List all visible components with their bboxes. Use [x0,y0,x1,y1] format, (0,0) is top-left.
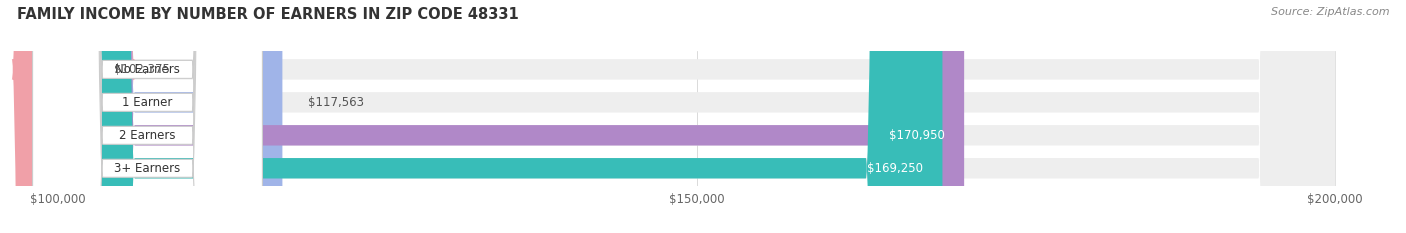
FancyBboxPatch shape [32,0,263,233]
FancyBboxPatch shape [58,0,1336,233]
Text: $169,250: $169,250 [868,162,924,175]
FancyBboxPatch shape [58,0,965,233]
Text: Source: ZipAtlas.com: Source: ZipAtlas.com [1271,7,1389,17]
Text: 1 Earner: 1 Earner [122,96,173,109]
FancyBboxPatch shape [11,0,135,233]
Text: $102,375: $102,375 [114,63,170,76]
FancyBboxPatch shape [58,0,1336,233]
FancyBboxPatch shape [58,0,1336,233]
FancyBboxPatch shape [58,0,283,233]
FancyBboxPatch shape [58,0,942,233]
FancyBboxPatch shape [32,0,263,233]
Text: 2 Earners: 2 Earners [120,129,176,142]
Text: FAMILY INCOME BY NUMBER OF EARNERS IN ZIP CODE 48331: FAMILY INCOME BY NUMBER OF EARNERS IN ZI… [17,7,519,22]
Text: $117,563: $117,563 [308,96,364,109]
FancyBboxPatch shape [32,0,263,233]
FancyBboxPatch shape [58,0,1336,233]
Text: 3+ Earners: 3+ Earners [114,162,180,175]
Text: $170,950: $170,950 [889,129,945,142]
Text: No Earners: No Earners [115,63,180,76]
FancyBboxPatch shape [32,0,263,233]
